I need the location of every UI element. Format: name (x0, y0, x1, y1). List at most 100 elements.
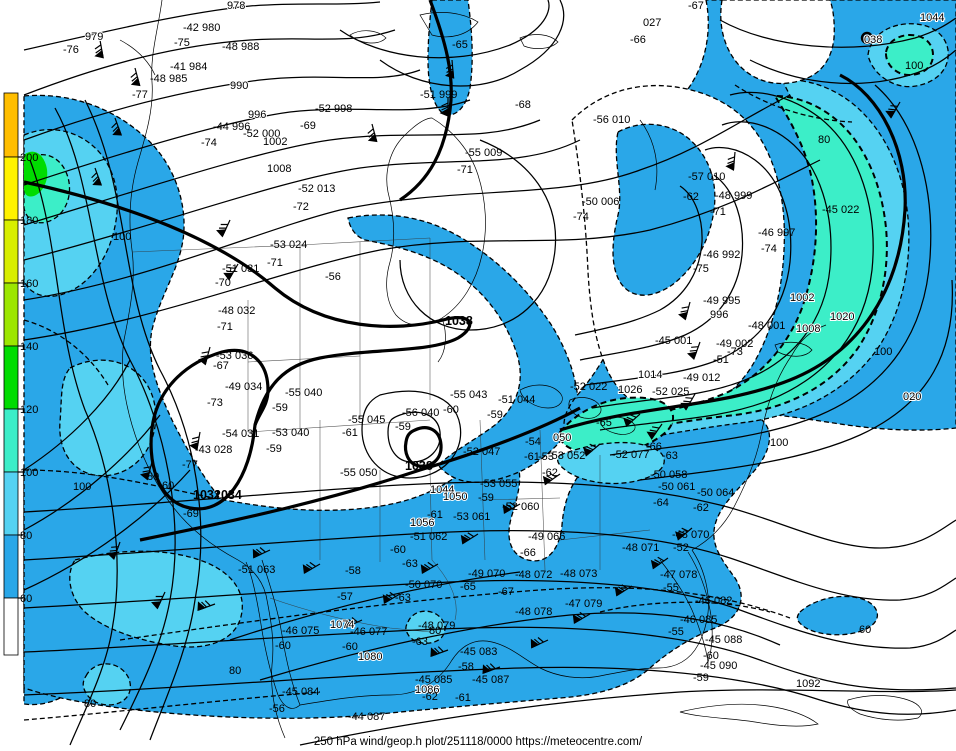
isotach-label: 80 (84, 698, 96, 710)
station-value: -67 (498, 586, 514, 598)
contour-label: 1044 (920, 12, 944, 24)
station-value: -51 031 (222, 263, 259, 275)
wind-barb-icon (502, 501, 521, 514)
station-value: -70 (215, 277, 231, 289)
wind-barb-icon (130, 67, 141, 87)
station-value: -61 (342, 427, 358, 439)
isotach-label: 80 (818, 134, 830, 146)
contour-label: 1002 (263, 136, 287, 148)
colorbar-tick-label: 100 (20, 467, 38, 479)
station-value: -49 012 (683, 372, 720, 384)
station-value: -55 050 (340, 467, 377, 479)
station-value: -71 (457, 164, 473, 176)
station-value: -53 061 (453, 511, 490, 523)
colorbar-tick-label: 160 (20, 278, 38, 290)
station-value: -46 085 (680, 614, 717, 626)
colorbar-segment (3, 156, 19, 221)
station-value: -66 (520, 547, 536, 559)
station-value: -69 (183, 508, 199, 520)
isotach-label: 60 (162, 480, 174, 492)
station-value: -49 066 (528, 531, 565, 543)
colorbar-tick-label: 80 (20, 530, 32, 542)
station-value: -57 (337, 591, 353, 603)
station-value: -66 (646, 441, 662, 453)
station-value: -64 (653, 497, 669, 509)
station-value: -44 087 (348, 711, 385, 723)
thick-contour-label: 1032 (193, 488, 221, 502)
contour-label: 996 (710, 309, 728, 321)
station-value: 027 (643, 17, 661, 29)
contour-label: 1080 (358, 651, 382, 663)
station-value: -48 999 (715, 190, 752, 202)
wind-barb-icon (572, 611, 591, 624)
colorbar-segment (3, 219, 19, 284)
wind-barb-icon (189, 431, 201, 451)
wind-barb-icon (623, 413, 641, 428)
station-value: -52 998 (315, 103, 352, 115)
colorbar-tick-label: 140 (20, 341, 38, 353)
station-value: -55 (663, 582, 679, 594)
colorbar-segment (3, 471, 19, 536)
station-value: -48 072 (515, 569, 552, 581)
station-value: -47 079 (565, 598, 602, 610)
jet-region-ungava (612, 123, 716, 296)
wind-barb-icon (460, 532, 479, 545)
station-value: -51 062 (410, 531, 447, 543)
station-value: -71 (710, 206, 726, 218)
station-value: -59 (478, 492, 494, 504)
station-value: -66 (630, 34, 646, 46)
colorbar-segment (3, 597, 19, 656)
station-value: -58 (345, 565, 361, 577)
station-value: -62 (542, 467, 558, 479)
station-value: -65 (452, 39, 468, 51)
wind-barb-icon (420, 561, 439, 574)
station-value: -52 000 (243, 128, 280, 140)
wind-barb-icon (344, 617, 363, 629)
wind-barb-icon (140, 461, 153, 481)
wind-barb-icon (885, 101, 901, 119)
station-value: -76 (63, 44, 79, 56)
caption: 250 hPa wind/geop.h plot/251118/0000 htt… (313, 736, 643, 748)
wind-barb-icon (91, 167, 103, 186)
wind-barb-icon (583, 443, 601, 457)
wind-barb-icon (445, 59, 455, 79)
station-value: -52 022 (570, 381, 607, 393)
station-value: -73 (727, 346, 743, 358)
station-value: -48 078 (515, 606, 552, 618)
contour-label: 1044 (430, 484, 454, 496)
colorbar-segment (3, 408, 19, 473)
jet-core-cyan-west-small (82, 663, 131, 706)
station-value: -74 (573, 211, 589, 223)
station-value: -62 (693, 502, 709, 514)
colorbar-segment (3, 534, 19, 599)
wind-barb-icon (439, 98, 449, 117)
isotach-label: 100 (905, 60, 923, 72)
contour-label: 996 (248, 109, 266, 121)
station-value: -74 (201, 137, 217, 149)
wind-barb-icon (542, 472, 561, 486)
contour-label: 1026 (618, 384, 642, 396)
station-value: -46 082 (695, 595, 732, 607)
station-value: -48 001 (748, 320, 785, 332)
station-value: -52 (673, 542, 689, 554)
wind-barb-icon (675, 527, 693, 541)
station-value: -63 (395, 592, 411, 604)
station-value: -50 070 (405, 579, 442, 591)
jet-region-bahamas (796, 595, 879, 636)
station-value: -50 058 (650, 469, 687, 481)
station-value: -65 (596, 417, 612, 429)
colorbar-tick-label: 180 (20, 215, 38, 227)
station-value: -75 (174, 37, 190, 49)
station-value: -73 (207, 397, 223, 409)
station-value: -45 090 (700, 660, 737, 672)
contour-label: 020 (903, 391, 921, 403)
station-value: -52 047 (463, 446, 500, 458)
station-value: -50 064 (697, 487, 734, 499)
wind-barb-icon (430, 646, 449, 658)
station-value: -53 036 (216, 350, 253, 362)
contour-label: 1002 (790, 292, 814, 304)
station-value: -46 077 (350, 626, 387, 638)
isotach-label: 80 (147, 471, 159, 483)
thick-contour-label: 1038 (445, 314, 473, 328)
station-value: -61 (427, 509, 443, 521)
